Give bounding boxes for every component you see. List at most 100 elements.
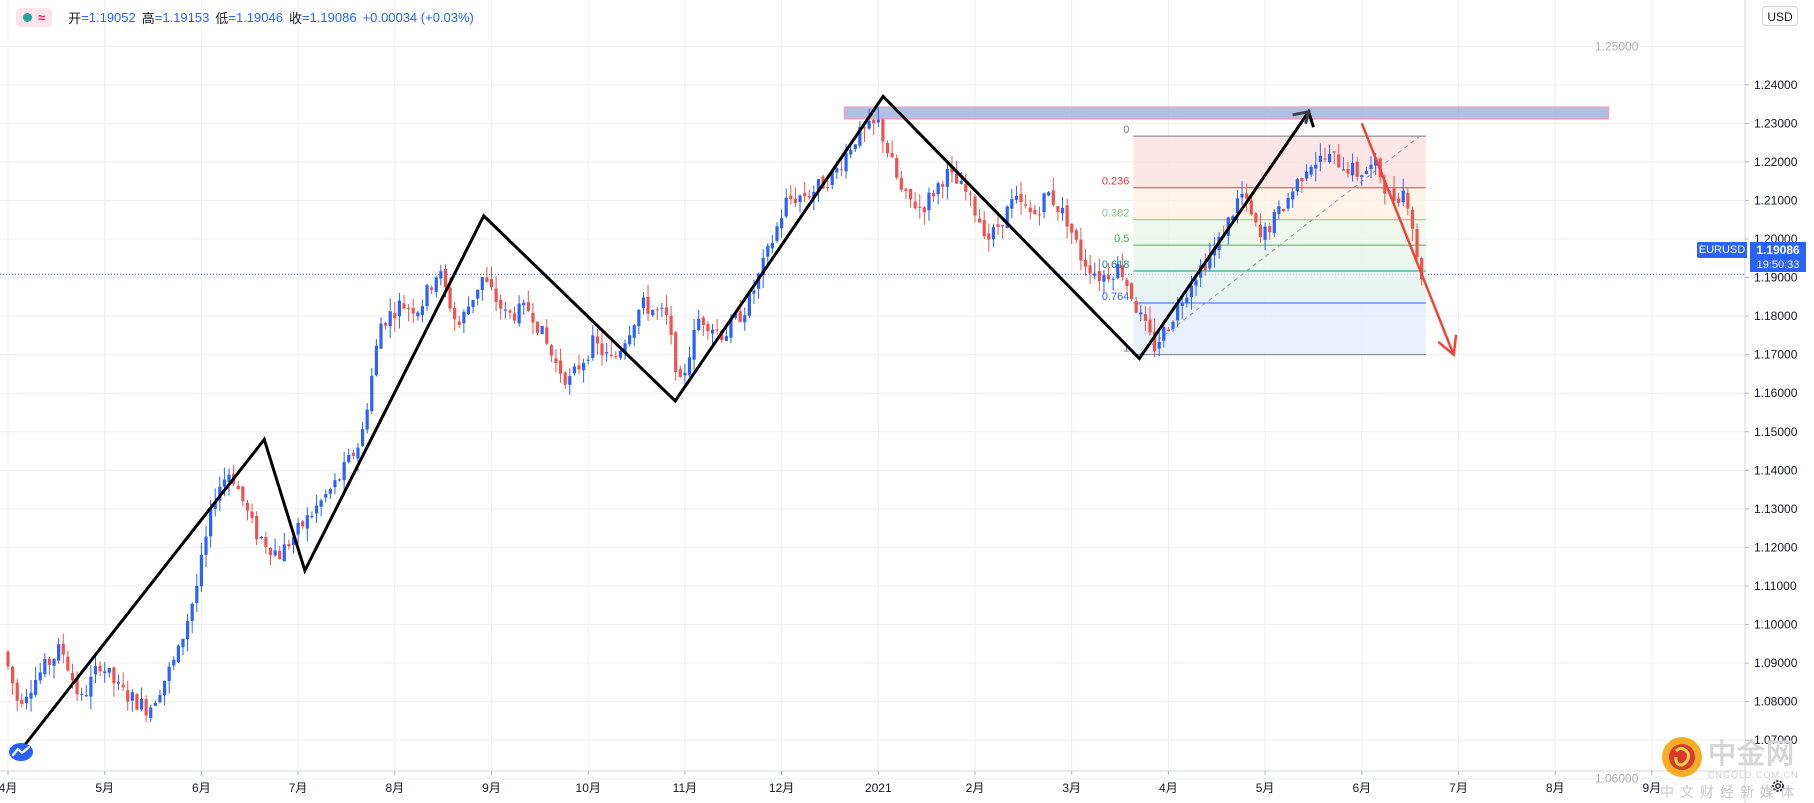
candle-body	[1263, 226, 1267, 240]
candle-body	[780, 218, 784, 229]
candle-body	[365, 409, 369, 430]
candle-body	[1042, 193, 1046, 213]
candle-body	[310, 515, 314, 517]
candle-body	[195, 585, 199, 603]
price-tick-label: 1.12000	[1754, 540, 1798, 554]
candle-body	[733, 313, 738, 318]
close-value: 1.19086	[309, 9, 357, 25]
price-tick-label: 1.09000	[1754, 656, 1798, 670]
candle-body	[904, 188, 908, 191]
candle-body	[1079, 239, 1083, 261]
ohlc-legend: ≈ 开 = 1.19052 高 = 1.19153 低 = 1.19046 收 = 1.1908…	[16, 6, 474, 28]
fib-band	[1133, 136, 1426, 188]
candle-body	[1364, 170, 1369, 174]
candle-body	[591, 335, 595, 358]
zigzag-line	[21, 94, 1315, 749]
candle-body	[126, 690, 130, 702]
candle-body	[457, 321, 461, 325]
candle-body	[973, 196, 977, 216]
currency-button[interactable]: USD	[1762, 6, 1798, 26]
last-price-tag: EURUSD 1.19086 19:50:33	[1697, 240, 1807, 272]
candle-body	[1148, 319, 1152, 333]
resistance-zone	[843, 106, 1610, 120]
candle-body	[770, 242, 774, 249]
tradingview-logo-icon[interactable]	[8, 742, 34, 762]
candle-body	[1314, 164, 1318, 169]
candle-body	[301, 521, 305, 527]
candle-body	[282, 544, 286, 562]
candle-body	[1185, 297, 1189, 303]
candle-body	[1014, 195, 1019, 200]
candle-body	[1341, 169, 1345, 171]
candle-body	[577, 365, 581, 370]
candle-body	[1180, 303, 1184, 306]
candle-body	[586, 359, 590, 361]
candle-body	[853, 144, 857, 150]
candle-body	[324, 494, 328, 498]
candle-body	[623, 343, 627, 354]
time-tick-label: 8月	[385, 781, 404, 795]
candle-body	[826, 186, 830, 188]
candle-body	[563, 372, 567, 385]
candle-body	[1420, 258, 1424, 280]
candle-body	[678, 369, 682, 378]
time-tick-label: 11月	[673, 781, 697, 795]
candle-body	[784, 197, 788, 217]
candle-body	[416, 312, 420, 317]
candle-body	[1235, 198, 1240, 214]
candle-body	[839, 169, 844, 171]
candle-body	[959, 180, 963, 184]
candle-body	[858, 127, 862, 146]
candle-body	[218, 486, 222, 501]
price-tick-label: 1.17000	[1754, 348, 1798, 362]
candle-body	[259, 536, 263, 538]
candle-body	[991, 227, 996, 240]
candle-body	[1208, 255, 1212, 269]
candle-body	[66, 656, 70, 671]
settings-gear-icon[interactable]	[1770, 778, 1786, 794]
candle-body	[1189, 285, 1194, 298]
candle-body	[1401, 190, 1405, 203]
candle-body	[830, 171, 834, 185]
candle-body	[1323, 158, 1327, 160]
candle-body	[204, 536, 208, 555]
candle-body	[697, 318, 701, 331]
cngold-watermark: 中金网 CNGOLD.COM.CN 中文财经新媒体	[1660, 730, 1810, 800]
symbol-label: EURUSD	[1697, 242, 1747, 258]
bar-countdown: 19:50:33	[1750, 258, 1806, 272]
candle-body	[761, 257, 765, 276]
low-label: 低	[215, 10, 229, 26]
candle-body	[899, 177, 903, 190]
candle-body	[540, 325, 544, 335]
candle-body	[1249, 200, 1253, 215]
candle-body	[683, 372, 687, 376]
candle-body	[798, 195, 802, 202]
zigzag-pattern	[21, 94, 1315, 749]
candle-body	[52, 659, 56, 666]
candle-body	[167, 666, 171, 682]
candle-body	[1374, 158, 1378, 166]
candle-body	[190, 603, 194, 621]
indicator-toggle[interactable]: ≈	[16, 7, 53, 27]
candle-body	[646, 296, 650, 314]
candle-body	[554, 358, 558, 364]
candle-body	[600, 343, 604, 356]
candle-body	[80, 693, 84, 695]
candle-body	[1139, 312, 1143, 315]
candle-body	[485, 277, 489, 282]
candle-body	[1001, 225, 1005, 227]
candle-body	[816, 179, 821, 191]
wave-icon: ≈	[38, 9, 46, 25]
candle-body	[1037, 214, 1042, 216]
candle-body	[356, 447, 360, 459]
candle-body	[1106, 275, 1111, 280]
candle-body	[1024, 204, 1028, 206]
candle-body	[34, 679, 38, 695]
candle-body	[305, 515, 309, 529]
candle-body	[112, 667, 116, 684]
candle-body	[333, 480, 337, 488]
candle-body	[968, 193, 972, 195]
candle-body	[793, 198, 798, 204]
